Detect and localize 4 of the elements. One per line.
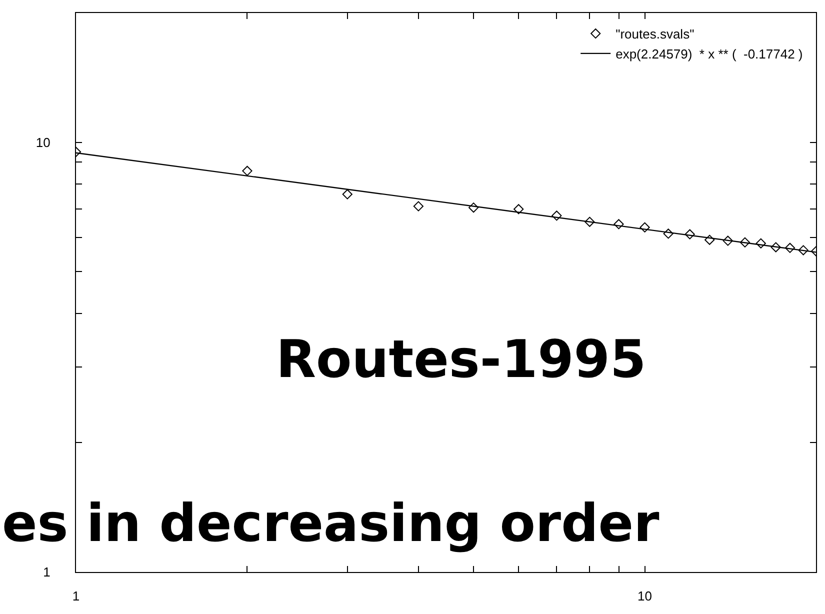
legend-label: exp(2.24579) * x ** ( -0.17742 )	[616, 46, 803, 62]
annotation: es in decreasing order	[2, 494, 660, 554]
legend-label: "routes.svals"	[616, 26, 695, 42]
annotation: Routes-1995	[276, 330, 646, 390]
